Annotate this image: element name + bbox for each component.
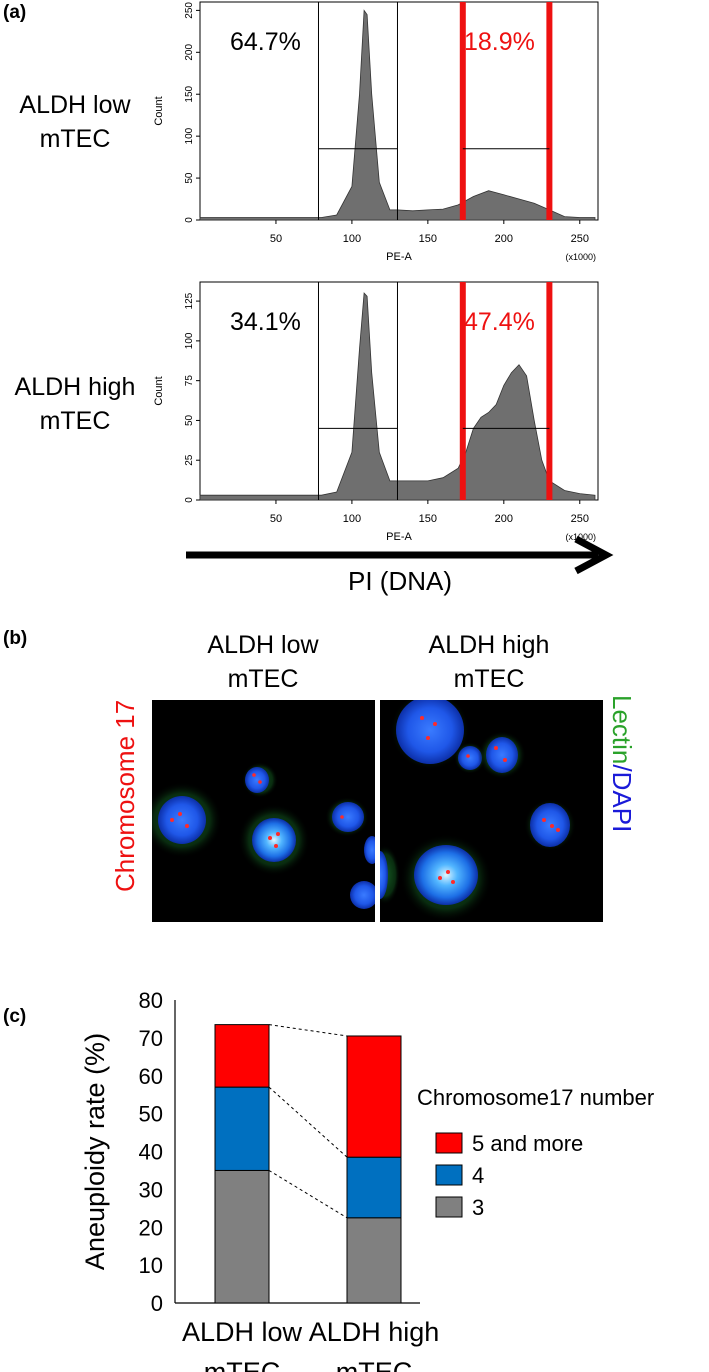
pi-arrow xyxy=(186,535,614,575)
h1-x-multiplier: (x1000) xyxy=(565,252,596,262)
bar-category-label-0-1: mTEC xyxy=(204,1357,281,1372)
h2-ytick-label-3: 75 xyxy=(184,375,195,387)
bar-ytick-label-4: 40 xyxy=(139,1140,163,1165)
h1-xtick-label-1: 100 xyxy=(343,233,361,245)
h2-xtick-label-2: 150 xyxy=(419,513,437,525)
bar-legend-label-1: 4 xyxy=(472,1163,484,1188)
h2-xtick-label-1: 100 xyxy=(343,513,361,525)
aneuploidy-bar-chart: 0 10 20 30 40 50 60 70 80 Aneuploidy rate (%) ALDH… xyxy=(80,988,654,1372)
panel-b-label: (b) xyxy=(3,628,28,649)
h2-xtick-label-0: 50 xyxy=(270,513,282,525)
h1-ytick-label-5: 250 xyxy=(184,2,195,19)
histogram-aldh-low: 0 50 100 150 200 250 Count 50 100 150 200 250 PE-A (x… xyxy=(153,1,599,263)
h1-ylabel: Count xyxy=(153,96,165,125)
bar-connector-2 xyxy=(268,1024,348,1037)
h1-xtick-label-4: 250 xyxy=(571,233,589,245)
h1-pct-g2m: 18.9% xyxy=(464,28,535,56)
micro-col-high-label: ALDH high mTEC xyxy=(369,628,609,696)
histogram-aldh-high: 0 25 50 75 100 125 Count 50 100 150 200 250 PE-A (x10… xyxy=(153,281,599,543)
bar-segment-0-0 xyxy=(214,1169,270,1304)
pi-dna-label: PI (DNA) xyxy=(348,566,452,596)
micrograph-aldh-low xyxy=(152,700,375,922)
bar-ytick-label-0: 0 xyxy=(151,1291,163,1316)
h2-pct-g2m: 47.4% xyxy=(464,308,535,336)
h1-ytick-label-2: 100 xyxy=(184,127,195,144)
h2-pct-g1: 34.1% xyxy=(230,308,301,336)
h2-xtick-label-4: 250 xyxy=(571,513,589,525)
chromosome17-axis-label: Chromosome 17 xyxy=(110,699,140,892)
h1-pct-g1: 64.7% xyxy=(230,28,301,56)
h2-xlabel: PE-A xyxy=(386,531,412,543)
bar-legend-title: Chromosome17 number xyxy=(417,1085,654,1110)
bar-segment-0-1 xyxy=(214,1086,270,1171)
bar-category-label-1-1: mTEC xyxy=(336,1357,413,1372)
bar-ytick-label-8: 80 xyxy=(139,988,163,1013)
h1-xtick-label-0: 50 xyxy=(270,233,282,245)
bar-ytick-label-3: 30 xyxy=(139,1177,163,1202)
micrograph-aldh-high xyxy=(380,700,603,922)
dapi-text: DAPI xyxy=(607,771,637,833)
h1-ytick-label-0: 0 xyxy=(184,217,195,223)
micro-col-low-label: ALDH low mTEC xyxy=(143,628,383,696)
bar-ytick-label-2: 20 xyxy=(139,1215,163,1240)
bar-connector-1 xyxy=(268,1086,348,1158)
h2-ytick-label-1: 25 xyxy=(184,454,195,466)
micro-col-high-line1: ALDH high xyxy=(428,631,550,659)
bar-legend-label-2: 3 xyxy=(472,1195,484,1220)
bar-legend-swatch-0 xyxy=(435,1132,463,1154)
h1-xtick-label-2: 150 xyxy=(419,233,437,245)
h1-histogram-area xyxy=(199,9,596,221)
lectin-text: Lectin xyxy=(607,695,637,765)
h1-ytick-label-3: 150 xyxy=(184,85,195,102)
bar-ytick-label-6: 60 xyxy=(139,1064,163,1089)
h2-ylabel: Count xyxy=(153,376,165,405)
h2-ytick-label-4: 100 xyxy=(184,332,195,349)
bar-ylabel: Aneuploidy rate (%) xyxy=(80,1033,110,1270)
micro-col-high-line2: mTEC xyxy=(453,665,525,693)
h1-ytick-label-1: 50 xyxy=(184,172,195,184)
bar-legend-swatch-2 xyxy=(435,1196,463,1218)
h1-ytick-label-4: 200 xyxy=(184,44,195,61)
h2-ytick-label-2: 50 xyxy=(184,414,195,426)
panel-a-label: (a) xyxy=(3,2,27,23)
bar-segment-0-2 xyxy=(214,1024,270,1088)
row2-label-line2: mTEC xyxy=(39,407,111,435)
bar-category-label-1-0: ALDH high xyxy=(309,1317,440,1347)
bar-ytick-label-1: 10 xyxy=(139,1253,163,1278)
bar-ytick-label-5: 50 xyxy=(139,1102,163,1127)
bar-segment-1-2 xyxy=(346,1035,402,1158)
bar-category-label-0-0: ALDH low xyxy=(182,1317,303,1347)
bar-connector-0 xyxy=(268,1170,348,1219)
row1-label: ALDH low mTEC xyxy=(0,88,150,156)
label-separator: / xyxy=(607,764,637,772)
h1-xtick-label-3: 200 xyxy=(495,233,513,245)
micro-col-low-line1: ALDH low xyxy=(207,631,319,659)
row1-label-line1: ALDH low xyxy=(19,91,131,119)
bar-legend-swatch-1 xyxy=(435,1164,463,1186)
panel-c-label: (c) xyxy=(3,1006,27,1027)
h2-ytick-label-0: 0 xyxy=(184,497,195,503)
row1-label-line2: mTEC xyxy=(39,125,111,153)
h1-xlabel: PE-A xyxy=(386,251,412,263)
row2-label-line1: ALDH high xyxy=(14,373,136,401)
h1-plot-frame xyxy=(199,1,599,221)
h2-x-multiplier: (x1000) xyxy=(565,532,596,542)
bar-segment-1-0 xyxy=(346,1217,402,1304)
bar-segment-1-1 xyxy=(346,1156,402,1219)
micro-col-low-line2: mTEC xyxy=(227,665,299,693)
lectin-dapi-label: Lectin/DAPI xyxy=(606,695,637,832)
h2-xtick-label-3: 200 xyxy=(495,513,513,525)
bar-legend-label-0: 5 and more xyxy=(472,1131,583,1156)
h2-ytick-label-5: 125 xyxy=(184,292,195,309)
row2-label: ALDH high mTEC xyxy=(0,370,150,438)
bar-ytick-label-7: 70 xyxy=(139,1026,163,1051)
